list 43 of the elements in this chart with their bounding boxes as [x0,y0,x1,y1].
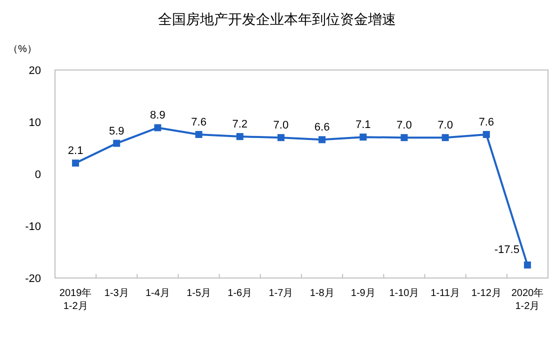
y-tick-label: 0 [34,169,41,181]
x-tick-label: 2019年 1-2月 [59,287,92,312]
y-tick-label: -20 [25,273,41,285]
data-label: 7.0 [396,120,412,132]
x-tick-label: 1-11月 [430,288,460,299]
y-tick-label: 20 [28,65,41,77]
data-label: 8.9 [150,110,166,122]
y-tick-label: -10 [25,221,41,233]
x-tick-label: 2020年 1-2月 [511,287,544,312]
point [442,134,449,142]
x-tick-label: 1-3月 [104,288,129,299]
point [72,160,80,167]
point [400,134,408,142]
data-label: 7.0 [438,120,453,132]
x-tick-label: 1-8月 [310,288,334,299]
point [482,130,490,138]
data-label: 7.6 [191,116,206,128]
data-label: 7.6 [478,116,494,128]
data-label: -17.5 [494,244,520,256]
point [360,134,367,141]
x-tick-label: 1-4月 [145,288,170,299]
x-tick-label: 1-9月 [350,288,376,299]
data-label: 7.2 [232,118,248,131]
x-tick-label: 1-12月 [471,288,502,299]
x-tick-label: 1-7月 [268,288,294,299]
point [318,136,326,144]
data-label: 7.0 [273,120,289,132]
data-label: 6.6 [314,122,330,134]
point [154,124,162,132]
y-tick-label: 10 [28,117,41,129]
x-tick-label: 1-5月 [186,288,212,299]
point [195,130,202,138]
data-label: 2.1 [68,145,84,158]
data-label: 5.9 [108,125,124,138]
point [277,134,284,142]
point [236,133,244,140]
point [524,262,531,268]
y-axis-title: （%） [8,44,37,55]
chart-title: 全国房地产开发企业本年到位资金增速 [158,11,396,27]
point [113,140,120,147]
x-tick-label: 1-6月 [228,288,252,299]
data-label: 7.1 [355,119,371,132]
x-tick-label: 1-10月 [389,288,420,299]
